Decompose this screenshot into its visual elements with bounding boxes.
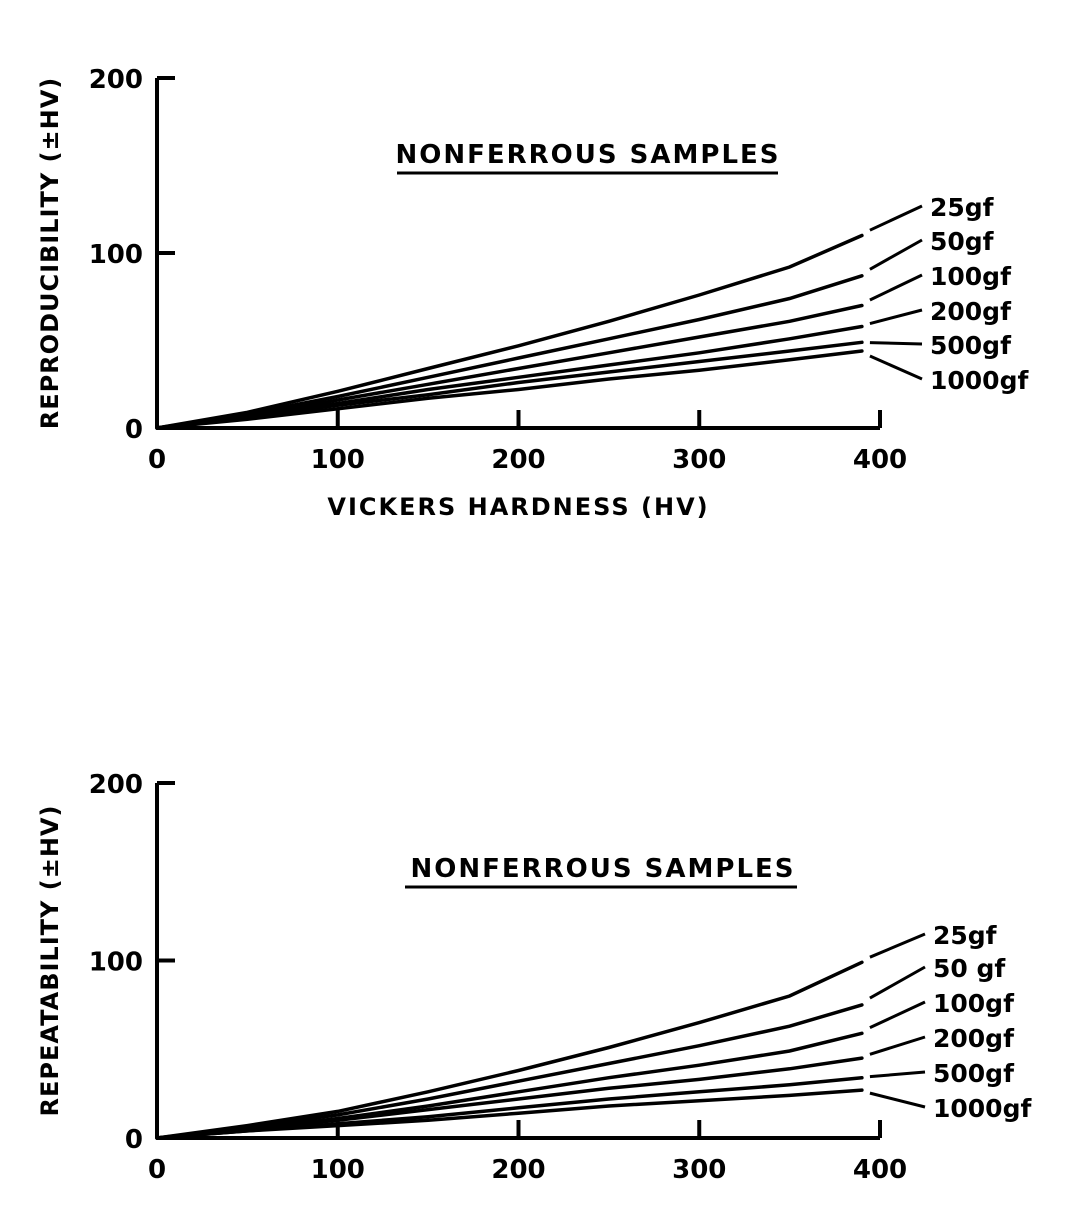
series-line-1 [155, 960, 864, 1140]
y-axis-label: REPEATABILITY (±HV) [36, 805, 64, 1117]
chart-panel-1: 0 100 200 0 100 200 300 400 NONFERROUS SAMPLES VI… [36, 65, 1029, 521]
series-line-1 [155, 233, 864, 430]
y-axis-label: REPRODUCIBILITY (±HV) [36, 77, 64, 430]
chart-title: NONFERROUS SAMPLES [410, 854, 795, 884]
x-tick-label: 300 [672, 1155, 726, 1185]
chart-panel-2: 0 100 200 0 100 200 300 400 NONFERROUS SAMPLES RE… [36, 770, 1032, 1185]
series-label-4: 200gf [930, 297, 1012, 326]
series-label-5: 500gf [930, 331, 1012, 360]
y-tick-label: 100 [89, 948, 143, 978]
series-line-2 [155, 274, 864, 430]
series-leader-2 [869, 965, 926, 1000]
y-tick-label: 0 [125, 415, 143, 445]
series-label-3: 100gf [933, 989, 1015, 1018]
series-leader-6 [869, 354, 923, 381]
x-tick-label: 100 [311, 445, 365, 475]
x-tick-label: 300 [672, 445, 726, 475]
series-label-1: 25gf [933, 921, 998, 950]
series-leader-4 [869, 1035, 926, 1056]
x-tick-label: 200 [491, 1155, 545, 1185]
x-axis-label: VICKERS HARDNESS (HV) [327, 493, 709, 521]
series-line-2 [155, 1003, 864, 1140]
series-label-6: 1000gf [930, 366, 1029, 395]
x-tick-label: 200 [491, 445, 545, 475]
series-leader-2 [869, 238, 923, 271]
x-tick-label: 400 [853, 445, 907, 475]
x-tick-label: 0 [148, 445, 166, 475]
series-leader-4 [869, 308, 923, 325]
series-leader-6 [869, 1091, 926, 1109]
series-label-3: 100gf [930, 262, 1012, 291]
series-line-6 [155, 349, 864, 430]
x-tick-label: 400 [853, 1155, 907, 1185]
series-label-5: 500gf [933, 1059, 1015, 1088]
chart-title: NONFERROUS SAMPLES [395, 140, 780, 170]
y-tick-label: 200 [89, 770, 143, 800]
series-leader-5 [869, 341, 923, 346]
series-line-5 [155, 340, 864, 430]
series-line-4 [155, 324, 864, 430]
series-leader-5 [869, 1070, 926, 1079]
series-line-6 [155, 1088, 864, 1140]
series-leader-1 [869, 204, 923, 232]
y-tick-label: 100 [89, 240, 143, 270]
series-leader-3 [869, 1000, 926, 1030]
series-line-4 [155, 1056, 864, 1140]
series-leader-1 [869, 932, 926, 959]
series-leader-3 [869, 273, 923, 302]
x-tick-label: 0 [148, 1155, 166, 1185]
series-label-2: 50gf [930, 227, 995, 256]
series-label-4: 200gf [933, 1024, 1015, 1053]
y-tick-label: 200 [89, 65, 143, 95]
series-label-1: 25gf [930, 193, 995, 222]
y-tick-label: 0 [125, 1125, 143, 1155]
series-label-2: 50 gf [933, 954, 1006, 983]
series-label-6: 1000gf [933, 1094, 1032, 1123]
x-tick-label: 100 [311, 1155, 365, 1185]
